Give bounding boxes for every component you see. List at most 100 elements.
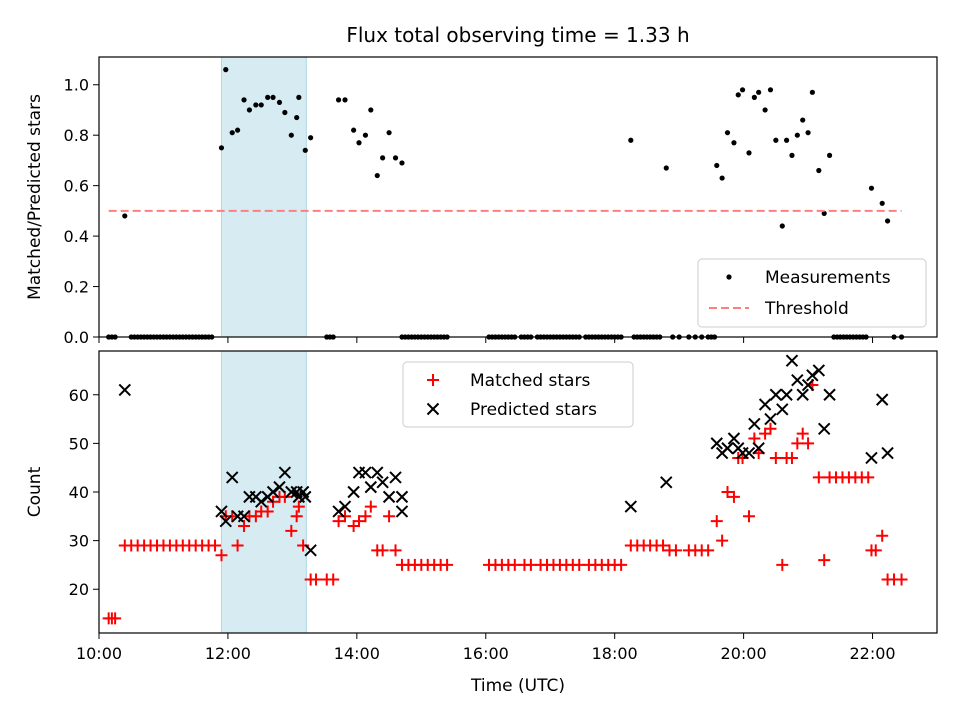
predicted-star-point [395,505,409,518]
count-ticks: 10:00 12:00 14:00 16:00 18:00 20:00 22:00 20 30 4… [69,386,896,663]
y-tick-label: 30 [69,532,89,551]
matched-star-point [742,510,755,523]
measurement-point [374,172,380,179]
measurement-point [724,130,731,136]
matched-star-point [869,544,882,557]
measurement-point [739,87,746,93]
measurement-point [356,140,362,146]
measurement-point [731,140,737,146]
matched-star-point [727,490,740,503]
matched-star-point [876,529,889,542]
predicted-star-point [304,544,317,557]
legend-x-marker [426,402,440,416]
predicted-star-point [727,432,741,445]
predicted-star-point [118,383,131,397]
predicted-star-point [382,490,396,504]
measurement-point [714,162,720,169]
y-tick-label: 0.8 [64,126,89,145]
matched-star-point [862,471,875,484]
ratio-y-axis-label: Matched/Predicted stars [25,94,45,300]
predicted-star-point [332,505,345,518]
predicted-star-point [710,437,723,450]
measurement-point [735,92,741,98]
y-tick-label: 0.6 [64,177,89,196]
matched-star-point [278,490,291,503]
measurement-point [342,97,348,103]
predicted-star-point [776,403,789,416]
predicted-star-point [817,422,831,436]
predicted-star-point [219,514,232,528]
matched-star-point [359,510,372,523]
measurement-point [270,94,276,100]
matched-star-point [285,524,298,537]
x-tick-label: 22:00 [849,644,895,663]
measurement-point [276,99,283,106]
matched-star-point [332,515,345,528]
matched-star-point [339,510,352,523]
legend-plus-marker [427,374,439,386]
matched-star-point [109,612,122,625]
measurement-point [362,132,369,138]
matched-star-point [776,558,789,571]
matched-star-point [261,505,274,518]
legend-label-measurements: Measurements [765,268,891,288]
measurement-point [223,67,229,73]
y-tick-label: 0.0 [64,328,89,347]
highlight-span-rect [220,56,307,338]
measurement-point [282,109,288,116]
matched-star-point [441,558,454,571]
predicted-star-point [347,485,360,499]
measurement-point [805,130,811,136]
measurement-point [809,89,815,95]
measurement-point [628,137,634,143]
matched-star-point [376,544,389,557]
y-tick-label: 60 [69,386,89,405]
predicted-star-point [796,388,809,401]
predicted-star-point [812,364,826,377]
measurement-point [368,107,374,113]
matched-star-point [615,558,628,571]
measurement-point [351,127,357,133]
matched-star-point [310,573,323,586]
legend-label-predicted: Predicted stars [470,400,597,420]
measurement-point [218,145,225,151]
predicted-star-point [371,466,384,479]
y-tick-label: 40 [69,483,89,502]
count-axes-frame [98,350,938,634]
y-tick-label: 50 [69,434,89,453]
matched-star-point [352,515,365,528]
matched-star-point [364,500,377,513]
matched-star-point [748,432,761,445]
x-tick-label: 14:00 [334,644,380,663]
x-tick-label: 18:00 [592,644,638,663]
y-tick-label: 0.4 [64,227,89,246]
matched-star-point [895,573,908,586]
measurement-point [265,94,271,100]
measurement-point [241,97,247,103]
measurement-point [773,137,779,143]
measurement-point [756,89,762,95]
measurement-point [783,137,790,143]
legend-dot-marker [726,274,732,280]
matched-star-point [764,422,777,435]
matched-star-point [327,573,340,586]
matched-star-point [209,539,222,552]
predicted-star-point [226,471,239,484]
matched-star-point [215,549,228,562]
matched-star-point [791,437,804,450]
predicted-star-point [395,490,409,504]
matched-star-point [231,539,244,552]
predicted-star-point [758,398,772,411]
measurement-point [386,130,392,136]
y-tick-label: 20 [69,580,89,599]
matched-star-point [383,510,396,523]
count-series [102,354,908,625]
count-y-axis-label: Count [25,466,45,517]
predicted-star-point [389,471,402,484]
predicted-star-point [785,354,799,367]
predicted-star-point [376,476,389,489]
predicted-star-point [359,466,372,479]
measurement-point [751,94,757,100]
ratio-series [106,67,905,340]
